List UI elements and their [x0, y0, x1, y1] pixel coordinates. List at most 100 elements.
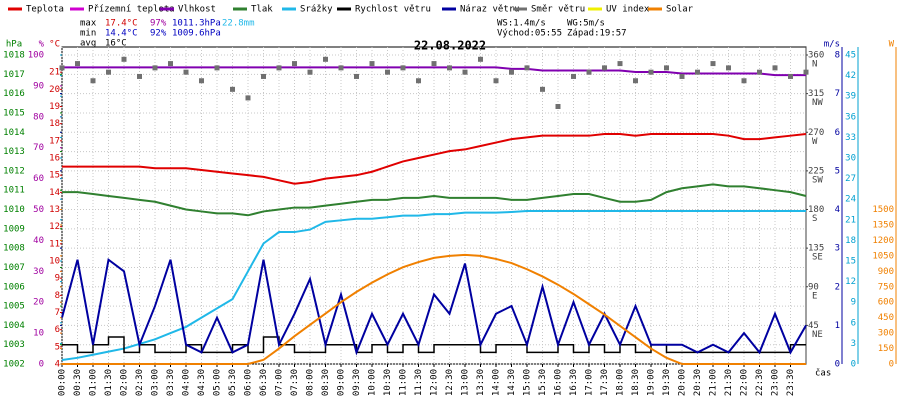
series-point: [168, 61, 173, 67]
y-tick-label: 1017: [3, 70, 25, 80]
series-point: [788, 73, 793, 79]
x-tick-label: 05:30: [228, 369, 238, 396]
stat-value: 17.4°C: [105, 19, 138, 29]
y-tick-label: 0: [889, 360, 894, 370]
y-tick-label: 1: [835, 321, 840, 331]
y-tick-label: 270: [808, 128, 824, 138]
x-tick-label: 12:00: [430, 369, 440, 396]
series-point: [648, 69, 654, 75]
x-tick-label: 09:00: [337, 369, 347, 396]
series-point: [664, 65, 669, 71]
series-point: [524, 65, 530, 71]
x-tick-label: 16:00: [554, 369, 564, 396]
y-tick-label: 1005: [3, 302, 25, 312]
series-point: [695, 69, 700, 75]
y-tick-label: 6: [55, 325, 60, 335]
y-tick-label: 18: [845, 236, 856, 246]
y-tick-label: 180: [808, 205, 824, 215]
y-tick-label: 7: [835, 89, 840, 99]
x-tick-label: 22:00: [740, 369, 750, 396]
info-text: WS:1.4m/s: [497, 19, 546, 29]
y-tick-label: 6: [851, 318, 856, 328]
x-tick-label: 11:00: [399, 369, 409, 396]
compass-label: N: [812, 60, 817, 70]
legend-label: Srážky: [300, 5, 333, 15]
legend-label: UV index: [606, 5, 650, 15]
series-point: [199, 78, 204, 84]
y-tick-label: 19: [49, 102, 60, 112]
x-tick-label: 06:00: [244, 369, 254, 396]
x-tick-label: 08:30: [321, 369, 331, 396]
y-tick-label: 1350: [872, 220, 894, 230]
y-tick-label: 12: [49, 222, 60, 232]
y-tick-label: 27: [845, 174, 856, 184]
x-tick-label: 15:30: [538, 369, 548, 396]
legend-label: Rychlost větru: [355, 5, 431, 15]
y-tick-label: 15: [49, 171, 60, 181]
x-tick-label: 06:30: [259, 369, 269, 396]
series-point: [431, 61, 437, 67]
series-point: [137, 73, 142, 79]
compass-label: NW: [812, 98, 823, 108]
y-tick-label: 5: [55, 342, 60, 352]
y-tick-label: 45: [808, 321, 819, 331]
y-tick-label: 39: [845, 92, 856, 102]
y-tick-label: 100: [28, 51, 44, 61]
series-point: [571, 73, 576, 79]
series-point: [323, 56, 328, 62]
y-tick-label: 1014: [3, 128, 25, 138]
y-tick-label: 30: [845, 154, 856, 164]
x-tick-label: 18:00: [616, 369, 626, 396]
series-point: [90, 78, 96, 84]
y-tick-label: 135: [808, 244, 824, 254]
y-tick-label: 150: [878, 344, 894, 354]
x-tick-label: 18:30: [631, 369, 641, 396]
series-point: [416, 78, 421, 84]
y-tick-label: 20: [33, 298, 44, 308]
y-tick-label: 13: [49, 205, 60, 215]
y-tick-label: 2: [835, 282, 840, 292]
compass-label: S: [812, 214, 817, 224]
series-point: [385, 69, 390, 75]
axis-unit: hPa: [6, 40, 22, 50]
series-line: [61, 210, 806, 361]
y-tick-label: 1008: [3, 244, 25, 254]
series-point: [803, 69, 809, 75]
x-tick-label: 00:00: [58, 369, 68, 396]
y-tick-label: 1003: [3, 340, 25, 350]
x-tick-label: 14:00: [492, 369, 502, 396]
x-tick-label: 09:30: [352, 369, 362, 396]
x-tick-label: 22:30: [755, 369, 765, 396]
series-point: [555, 104, 561, 109]
y-tick-label: 70: [33, 143, 44, 153]
series-line: [62, 336, 806, 354]
series-point: [741, 78, 747, 84]
y-tick-label: 14: [49, 188, 60, 198]
series-point: [478, 56, 483, 62]
y-tick-label: 1500: [872, 205, 894, 215]
y-tick-label: 18: [49, 119, 60, 129]
series-point: [400, 65, 406, 71]
y-tick-label: 1010: [3, 205, 25, 215]
series-point: [586, 69, 592, 75]
compass-label: W: [812, 137, 818, 147]
y-tick-label: 1004: [3, 321, 25, 331]
y-tick-label: 40: [33, 236, 44, 246]
y-tick-label: 750: [878, 282, 894, 292]
series-point: [602, 65, 607, 71]
series-point: [633, 78, 638, 84]
legend-label: Teplota: [26, 5, 64, 15]
y-tick-label: 1050: [872, 251, 894, 261]
x-tick-label: 15:00: [523, 369, 533, 396]
y-tick-label: 1007: [3, 263, 25, 273]
x-tick-label: 05:00: [213, 369, 223, 396]
y-tick-label: 33: [845, 133, 856, 143]
compass-label: SE: [812, 253, 823, 263]
series-line: [62, 253, 806, 365]
x-tick-label: 20:30: [693, 369, 703, 396]
y-tick-label: 360: [808, 51, 824, 61]
series-point: [338, 65, 344, 71]
series-line: [61, 257, 807, 356]
y-tick-label: 21: [845, 215, 856, 225]
series-point: [307, 69, 313, 75]
